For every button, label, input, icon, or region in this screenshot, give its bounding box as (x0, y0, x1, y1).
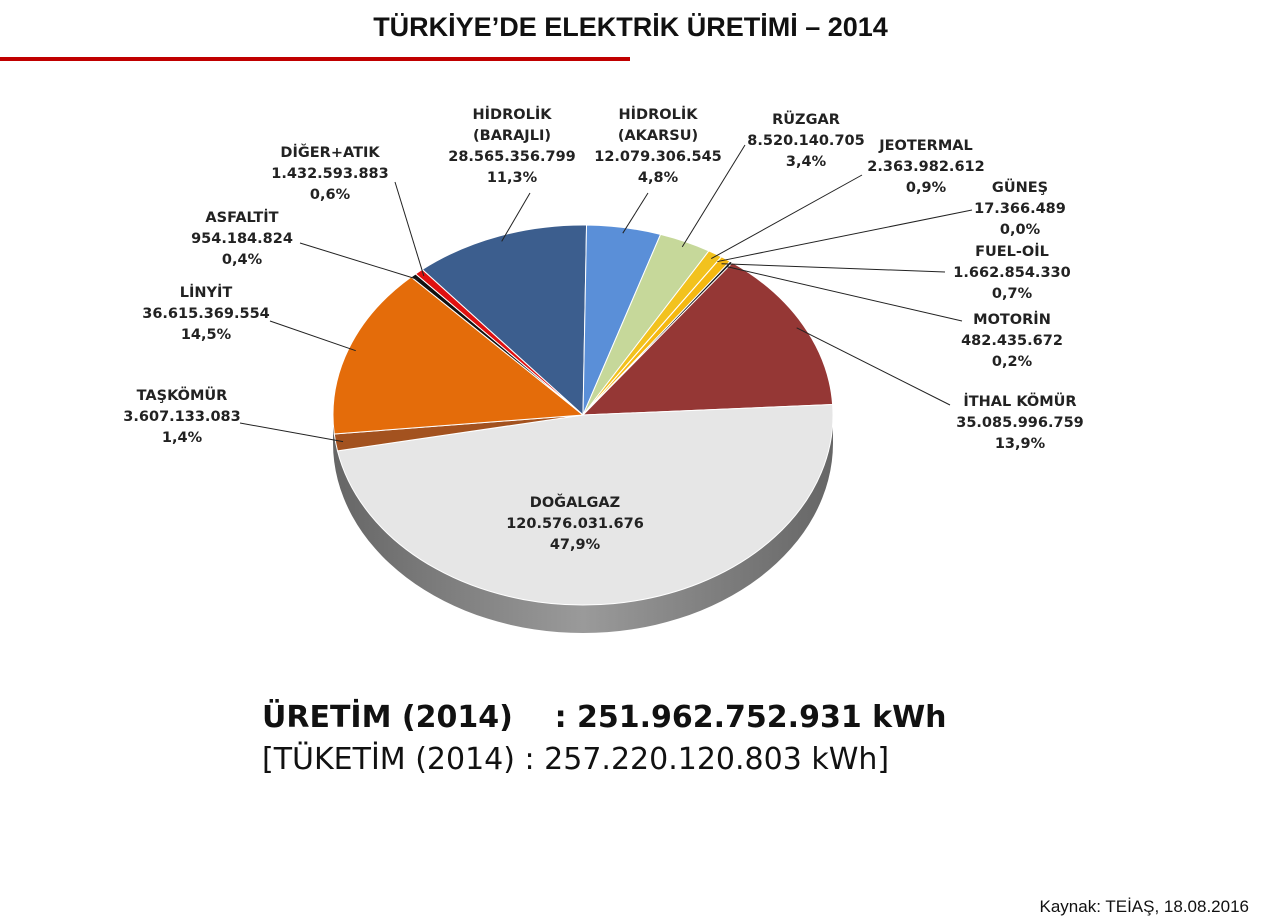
slice-label: DİĞER+ATIK 1.432.593.883 0,6% (271, 143, 388, 206)
slice-label: RÜZGAR 8.520.140.705 3,4% (747, 110, 864, 173)
leader-line (269, 320, 356, 352)
source: Kaynak: TEİAŞ, 18.08.2016 (1039, 897, 1250, 916)
category-label: İTHAL KÖMÜR (963, 394, 1077, 410)
value-label: 1.662.854.330 (953, 265, 1071, 281)
consumption-total: [TÜKETİM (2014) : 257.220.120.803 kWh] (262, 742, 890, 777)
value-label: 17.366.489 (974, 201, 1066, 217)
slice-label: İTHAL KÖMÜR 35.085.996.759 13,9% (956, 392, 1084, 455)
slice-label: TAŞKÖMÜR 3.607.133.083 1,4% (123, 386, 240, 449)
slice-label: HİDROLİK (BARAJLI) 28.565.356.799 11,3% (448, 105, 576, 189)
percent-label: 0,6% (309, 187, 351, 203)
slice-label: ASFALTİT 954.184.824 0,4% (191, 208, 293, 271)
leader-line (711, 174, 863, 260)
production-total: ÜRETİM (2014) : 251.962.752.931 kWh (262, 700, 947, 735)
title-rule (0, 57, 630, 61)
leader-line (239, 422, 344, 443)
percent-label: 1,4% (161, 430, 203, 446)
category-label: GÜNEŞ (991, 180, 1049, 196)
value-label: 2.363.982.612 (867, 159, 985, 175)
category-label: RÜZGAR (772, 112, 840, 128)
percent-label: 14,5% (180, 327, 232, 343)
percent-label: 13,9% (994, 436, 1046, 452)
category-label: ASFALTİT (205, 210, 279, 226)
value-label: 8.520.140.705 (747, 133, 865, 149)
slice-label: JEOTERMAL 2.363.982.612 0,9% (867, 136, 984, 199)
value-label: 12.079.306.545 (594, 149, 722, 165)
category-label: TAŞKÖMÜR (136, 388, 228, 404)
value-label: 954.184.824 (191, 231, 293, 247)
leader-line (622, 192, 649, 234)
category-label: MOTORİN (973, 312, 1051, 328)
category-label: LİNYİT (179, 285, 233, 301)
leader-line (717, 209, 973, 263)
value-label: 28.565.356.799 (448, 149, 576, 165)
chart-title: TÜRKİYE’DE ELEKTRİK ÜRETİMİ – 2014 (373, 12, 888, 42)
percent-label: 0,4% (221, 252, 263, 268)
pie-slice (336, 404, 834, 606)
category-label: HİDROLİK (AKARSU) (617, 107, 699, 144)
category-label: HİDROLİK (BARAJLI) (472, 107, 552, 144)
value-label: 482.435.672 (961, 333, 1063, 349)
slice-label: MOTORİN 482.435.672 0,2% (961, 310, 1063, 373)
value-label: 120.576.031.676 (506, 516, 644, 532)
leader-line (681, 144, 746, 248)
percent-label: 47,9% (549, 537, 601, 553)
category-label: DOĞALGAZ (529, 495, 621, 511)
slice-label: GÜNEŞ 17.366.489 0,0% (974, 178, 1066, 241)
percent-label: 0,9% (905, 180, 947, 196)
value-label: 3.607.133.083 (123, 409, 241, 425)
percent-label: 11,3% (486, 170, 538, 186)
slice-label: HİDROLİK (AKARSU) 12.079.306.545 4,8% (594, 105, 722, 189)
percent-label: 3,4% (785, 154, 827, 170)
percent-label: 0,2% (991, 354, 1033, 370)
slice-label: FUEL-OİL 1.662.854.330 0,7% (953, 242, 1070, 305)
slice-label: DOĞALGAZ 120.576.031.676 47,9% (506, 493, 644, 556)
pie-slice (421, 224, 588, 417)
percent-label: 0,7% (991, 286, 1033, 302)
leader-line (796, 327, 951, 406)
percent-label: 0,0% (999, 222, 1041, 238)
category-label: JEOTERMAL (879, 138, 973, 154)
leader-line (726, 266, 963, 322)
value-label: 35.085.996.759 (956, 415, 1084, 431)
slice-label: LİNYİT 36.615.369.554 14,5% (142, 283, 270, 346)
leader-line (299, 242, 419, 281)
leader-line (501, 192, 531, 242)
value-label: 36.615.369.554 (142, 306, 270, 322)
pie-slice (581, 262, 834, 416)
category-label: DİĞER+ATIK (280, 145, 380, 161)
value-label: 1.432.593.883 (271, 166, 389, 182)
leader-line (721, 263, 946, 273)
category-label: FUEL-OİL (975, 244, 1049, 260)
leader-line (394, 181, 425, 277)
percent-label: 4,8% (637, 170, 679, 186)
